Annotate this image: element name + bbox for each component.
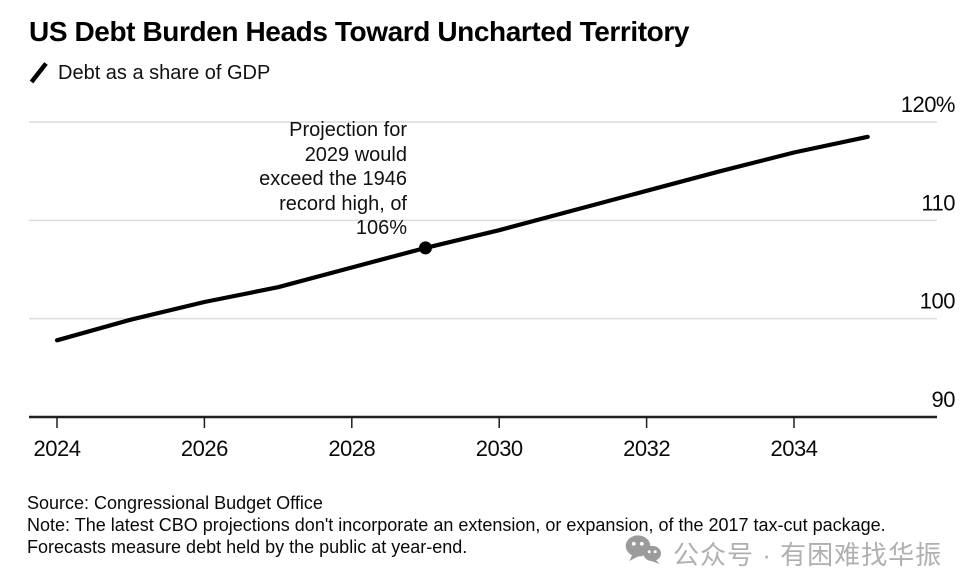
legend-row: Debt as a share of GDP [29,61,270,85]
x-axis-tick-label: 2034 [771,436,818,461]
watermark-text: 公众号 · 有困难找华振 [673,539,943,570]
watermark: 公众号 · 有困难找华振 [625,534,942,572]
note-text: Note: The latest CBO projections don't i… [27,515,886,557]
line-series-legend-icon [29,61,49,85]
x-axis-tick-label: 2030 [476,436,523,461]
x-axis-tick-label: 2028 [328,436,375,461]
x-axis-tick-label: 2026 [181,436,228,461]
annotation-line: record high, of [279,192,407,215]
chart-title: US Debt Burden Heads Toward Uncharted Te… [29,16,690,47]
annotation-line: 106% [355,217,407,239]
annotation-line: Projection for [289,119,407,141]
annotation-line: 2029 would [304,143,407,166]
y-axis-tick-label: 110 [921,190,955,215]
y-axis-tick-label: 90 [932,387,956,412]
legend-label: Debt as a share of GDP [58,61,271,84]
y-axis-tick-label: 120% [901,92,955,117]
y-axis-tick-label: 100 [920,289,955,314]
annotation-line: exceed the 1946 [259,168,407,190]
wechat-icon [625,534,662,572]
chart-footer: Source: Congressional Budget Office Note… [27,492,915,558]
x-axis-tick-label: 2024 [34,436,81,461]
chart-annotation: Projection for 2029 would exceed the 194… [259,118,407,241]
x-axis-tick-label: 2032 [623,436,670,461]
source-text: Source: Congressional Budget Office [27,493,323,513]
debt-share-line [54,134,870,343]
annotation-marker-dot [419,241,432,255]
